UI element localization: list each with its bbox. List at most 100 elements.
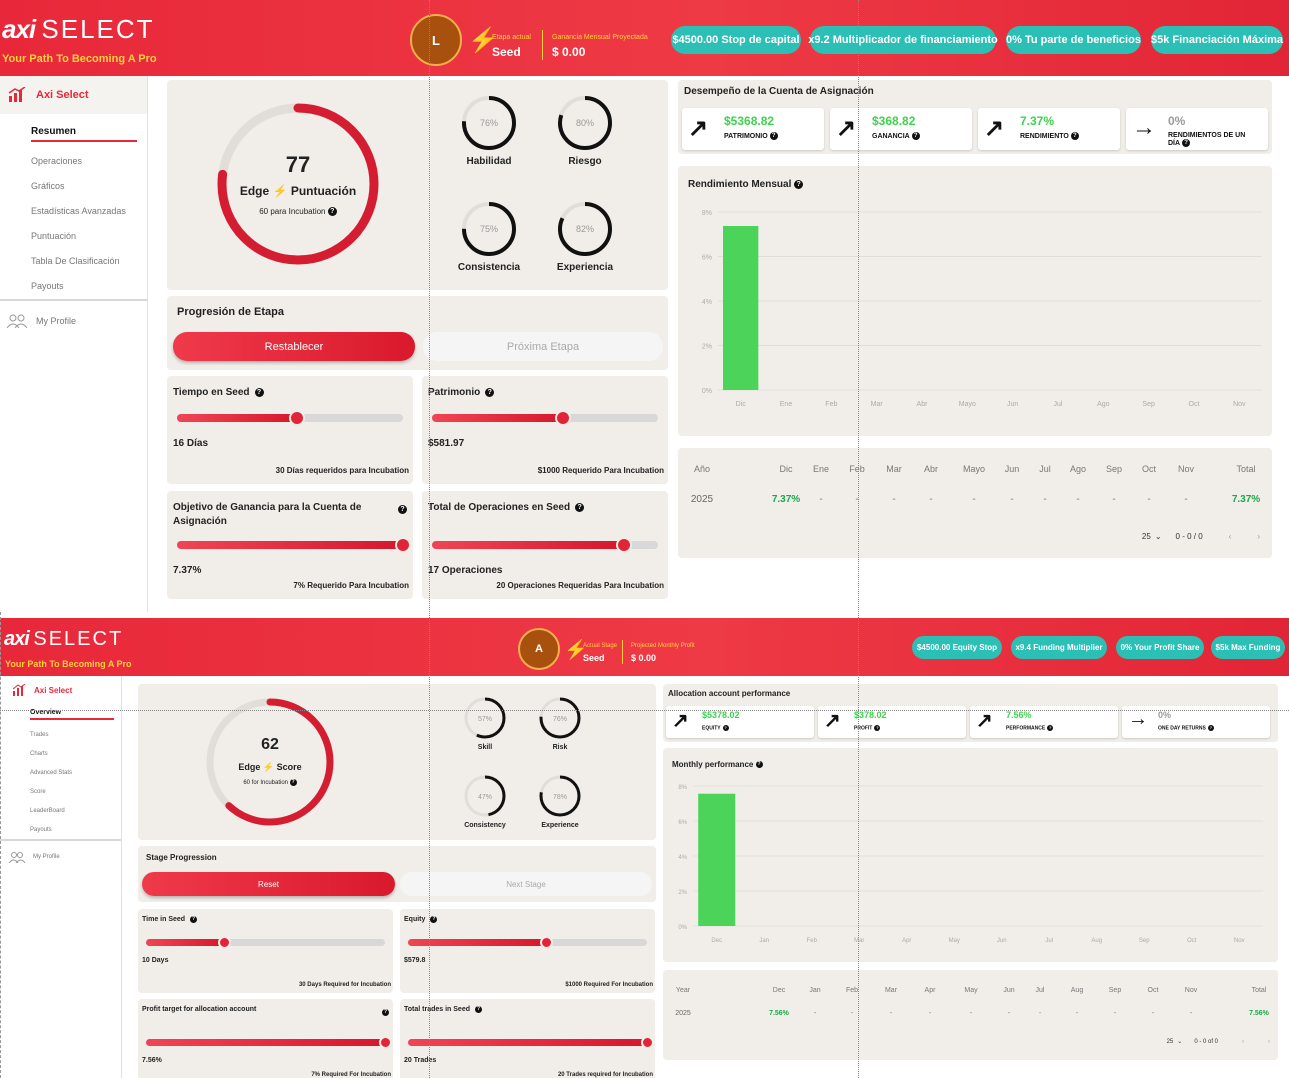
progress-slider-knob[interactable] — [555, 410, 572, 426]
table-header-cell[interactable]: Jun — [1004, 464, 1020, 474]
table-header-cell[interactable]: Sep — [1108, 987, 1122, 994]
nav-payouts[interactable]: Payouts — [31, 281, 64, 291]
table-header-cell[interactable]: Feb — [845, 987, 859, 994]
table-header-cell[interactable]: Mar — [884, 987, 898, 994]
help-icon[interactable]: ? — [398, 505, 407, 514]
nav-trades[interactable]: Operaciones — [31, 156, 83, 166]
reset-button[interactable]: Restablecer — [173, 332, 415, 361]
table-header-cell[interactable]: Jul — [1039, 464, 1051, 474]
page-size-select[interactable]: 25 ⌄ — [1167, 1038, 1183, 1045]
help-icon[interactable]: ? — [755, 761, 763, 769]
table-header-cell[interactable]: Total — [1251, 987, 1267, 994]
table-header-cell[interactable]: Mayo — [962, 464, 985, 474]
help-icon[interactable]: ? — [575, 502, 585, 512]
nav-score[interactable]: Puntuación — [31, 231, 77, 241]
help-icon[interactable]: ? — [1182, 139, 1191, 147]
nav-advanced-stats[interactable]: Advanced Stats — [30, 770, 73, 776]
help-icon[interactable]: ? — [911, 132, 920, 140]
equity-stop-pill[interactable]: $4500.00 Stop de capital — [671, 26, 801, 54]
prev-page-icon[interactable]: ‹ — [1242, 1038, 1244, 1045]
progress-slider-knob[interactable] — [218, 936, 232, 949]
table-header-cell[interactable]: Aug — [1070, 987, 1084, 994]
nav-leaderboard[interactable]: Tabla De Clasificación — [31, 256, 120, 266]
table-header-cell[interactable]: Total — [1236, 464, 1256, 474]
help-icon[interactable]: ? — [475, 1005, 482, 1013]
profit-share-pill[interactable]: 0% Tu parte de beneficios — [1006, 26, 1141, 54]
help-icon[interactable]: ? — [1047, 725, 1054, 731]
nav-my-profile[interactable]: My Profile — [0, 841, 121, 863]
table-header-cell[interactable]: Year — [675, 987, 691, 994]
help-icon[interactable]: ? — [289, 779, 297, 786]
table-header-cell[interactable]: Año — [693, 464, 710, 474]
reset-button[interactable]: Reset — [142, 872, 395, 896]
profit-share-pill[interactable]: 0% Your Profit Share — [1116, 636, 1204, 659]
table-header-cell[interactable]: Mar — [886, 464, 902, 474]
next-page-icon[interactable]: › — [1257, 532, 1260, 541]
next-stage-button[interactable]: Next Stage — [400, 872, 652, 896]
avatar[interactable]: L — [410, 14, 462, 66]
help-icon[interactable]: ? — [1070, 132, 1079, 140]
table-header-cell[interactable]: Oct — [1141, 464, 1156, 474]
funding-multiplier-pill[interactable]: x9.4 Funding Multiplier — [1011, 636, 1107, 659]
sidebar-brand[interactable]: Axi Select — [0, 76, 147, 114]
help-icon[interactable]: ? — [1207, 725, 1214, 731]
page-size-select[interactable]: 25 ⌄ — [1142, 532, 1162, 541]
bar[interactable] — [722, 226, 759, 390]
table-header-cell[interactable]: Dec — [772, 987, 786, 994]
bar[interactable] — [698, 793, 736, 926]
table-header-cell[interactable]: Abr — [923, 464, 938, 474]
max-funding-pill[interactable]: $5k Financiación Máxima — [1151, 26, 1283, 54]
table-header-cell[interactable]: Jul — [1035, 987, 1045, 994]
table-header-cell[interactable]: Ene — [812, 464, 829, 474]
table-header-cell[interactable]: Nov — [1177, 464, 1194, 474]
progress-slider-knob[interactable] — [288, 410, 305, 426]
table-header-cell[interactable]: Ago — [1069, 464, 1086, 474]
progress-slider-knob[interactable] — [640, 1036, 654, 1049]
help-icon[interactable]: ? — [874, 725, 881, 731]
table-header-cell[interactable]: Jun — [1003, 987, 1015, 994]
table-header-cell[interactable]: Sep — [1105, 464, 1122, 474]
help-icon[interactable]: ? — [430, 915, 438, 923]
nav-advanced-stats[interactable]: Estadísticas Avanzadas — [31, 206, 126, 216]
help-icon[interactable]: ? — [769, 132, 778, 140]
progress-slider-knob[interactable] — [378, 1036, 392, 1049]
help-icon[interactable]: ? — [794, 179, 804, 189]
help-icon[interactable]: ? — [382, 1009, 389, 1016]
table-header-cell[interactable]: Jan — [809, 987, 821, 994]
prev-page-icon[interactable]: ‹ — [1228, 532, 1232, 541]
progress-slider-knob[interactable] — [540, 936, 554, 949]
logo[interactable]: axi SELECT — [2, 14, 155, 45]
max-funding-pill[interactable]: $5k Max Funding — [1211, 636, 1285, 659]
funding-multiplier-pill[interactable]: x9.2 Multiplicador de financiamiento — [808, 26, 998, 54]
progress-slider-knob[interactable] — [616, 537, 633, 553]
help-icon[interactable]: ? — [722, 725, 729, 731]
table-header-cell[interactable]: Nov — [1184, 987, 1198, 994]
table-header-cell[interactable]: Apr — [924, 987, 936, 994]
next-stage-button[interactable]: Próxima Etapa — [423, 332, 663, 361]
next-page-icon[interactable]: › — [1268, 1038, 1270, 1045]
help-icon[interactable]: ? — [254, 387, 264, 397]
nav-overview[interactable]: Overview — [30, 706, 114, 720]
table-header-cell[interactable]: Dic — [779, 464, 793, 474]
nav-charts[interactable]: Charts — [30, 751, 48, 757]
table-header-cell[interactable]: Oct — [1147, 987, 1159, 994]
nav-charts[interactable]: Gráficos — [31, 181, 65, 191]
nav-my-profile[interactable]: My Profile — [0, 301, 147, 329]
help-icon[interactable]: ? — [485, 387, 495, 397]
pagination: 25 ⌄ 0 - 0 of 0 ‹ › — [1167, 1038, 1270, 1046]
equity-stop-pill[interactable]: $4500.00 Equity Stop — [912, 636, 1002, 659]
nav-overview[interactable]: Resumen — [31, 120, 137, 142]
avatar[interactable]: A — [518, 628, 560, 670]
nav-leaderboard[interactable]: LeaderBoard — [30, 808, 65, 814]
sidebar-brand[interactable]: Axi Select — [0, 676, 121, 704]
help-icon[interactable]: ? — [190, 915, 198, 923]
nav-payouts[interactable]: Payouts — [30, 827, 52, 833]
progress-slider-knob[interactable] — [395, 537, 411, 553]
table-cell: - — [1113, 1010, 1117, 1017]
help-icon[interactable]: ? — [327, 207, 337, 217]
logo[interactable]: axi SELECT — [4, 628, 123, 651]
nav-trades[interactable]: Trades — [30, 732, 49, 738]
table-header-cell[interactable]: Feb — [849, 464, 865, 474]
table-header-cell[interactable]: May — [964, 987, 978, 994]
nav-score[interactable]: Score — [30, 789, 46, 795]
